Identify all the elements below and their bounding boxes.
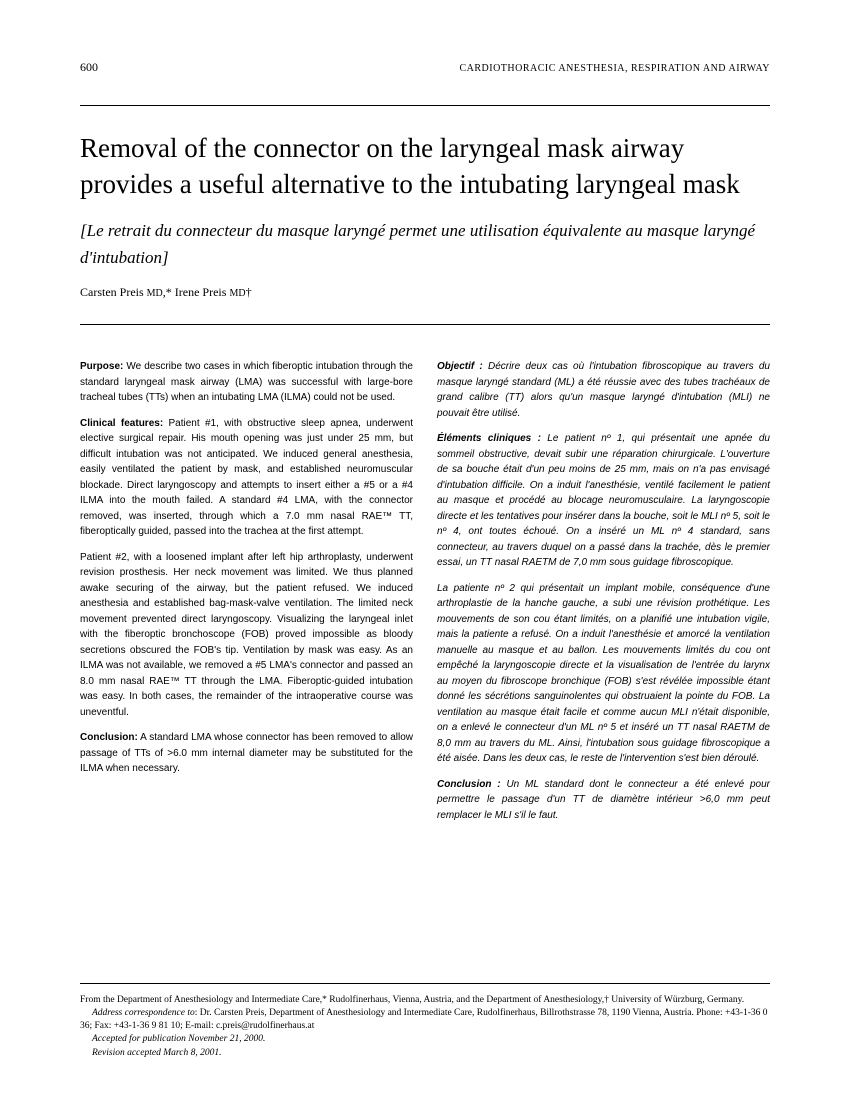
abstract-paragraph: La patiente nº 2 qui présentait un impla…: [437, 581, 770, 767]
page-header: 600 CARDIOTHORACIC ANESTHESIA, RESPIRATI…: [80, 60, 770, 75]
abstract-english: Purpose: We describe two cases in which …: [80, 349, 413, 962]
abstract-paragraph: Objectif : Décrire deux cas où l'intubat…: [437, 359, 770, 421]
abstract-columns: Purpose: We describe two cases in which …: [80, 349, 770, 962]
author-degree: MD: [229, 288, 245, 299]
article-title: Removal of the connector on the laryngea…: [80, 130, 770, 203]
author-rule: [80, 324, 770, 325]
abstract-french: Objectif : Décrire deux cas où l'intubat…: [437, 349, 770, 962]
abstract-paragraph: Purpose: We describe two cases in which …: [80, 359, 413, 406]
accepted-date: Accepted for publication November 21, 20…: [80, 1033, 770, 1046]
author-name: Irene Preis: [175, 285, 230, 299]
purpose-label: Purpose:: [80, 361, 123, 372]
correspondence: Address correspondence to: Dr. Carsten P…: [80, 1007, 770, 1034]
author-degree: MD: [147, 288, 163, 299]
clinical-label: Clinical features:: [80, 418, 163, 429]
purpose-text: We describe two cases in which fiberopti…: [80, 361, 413, 403]
author-mark: ,*: [163, 285, 175, 299]
conclusion-fr-label: Conclusion :: [437, 779, 501, 790]
author-name: Carsten Preis: [80, 285, 147, 299]
corr-label: Address correspondence to: [92, 1008, 195, 1018]
abstract-paragraph: Conclusion : Un ML standard dont le conn…: [437, 777, 770, 824]
revision-date: Revision accepted March 8, 2001.: [80, 1047, 770, 1060]
objectif-text: Décrire deux cas où l'intubation fibrosc…: [437, 361, 770, 419]
author-mark: †: [246, 285, 252, 299]
footer: From the Department of Anesthesiology an…: [80, 983, 770, 1060]
elements-text: Le patient nº 1, qui présentait une apné…: [437, 433, 770, 568]
authors: Carsten Preis MD,* Irene Preis MD†: [80, 285, 770, 300]
abstract-paragraph: Conclusion: A standard LMA whose connect…: [80, 730, 413, 777]
header-rule: [80, 105, 770, 106]
objectif-label: Objectif :: [437, 361, 483, 372]
abstract-paragraph: Clinical features: Patient #1, with obst…: [80, 416, 413, 540]
conclusion-label: Conclusion:: [80, 732, 138, 743]
article-subtitle: [Le retrait du connecteur du masque lary…: [80, 217, 770, 271]
abstract-paragraph: Éléments cliniques : Le patient nº 1, qu…: [437, 431, 770, 571]
running-head: CARDIOTHORACIC ANESTHESIA, RESPIRATION A…: [459, 63, 770, 74]
affiliation: From the Department of Anesthesiology an…: [80, 994, 770, 1007]
elements-label: Éléments cliniques :: [437, 433, 541, 444]
abstract-paragraph: Patient #2, with a loosened implant afte…: [80, 550, 413, 721]
page-number: 600: [80, 60, 98, 75]
clinical-text: Patient #1, with obstructive sleep apnea…: [80, 418, 413, 538]
